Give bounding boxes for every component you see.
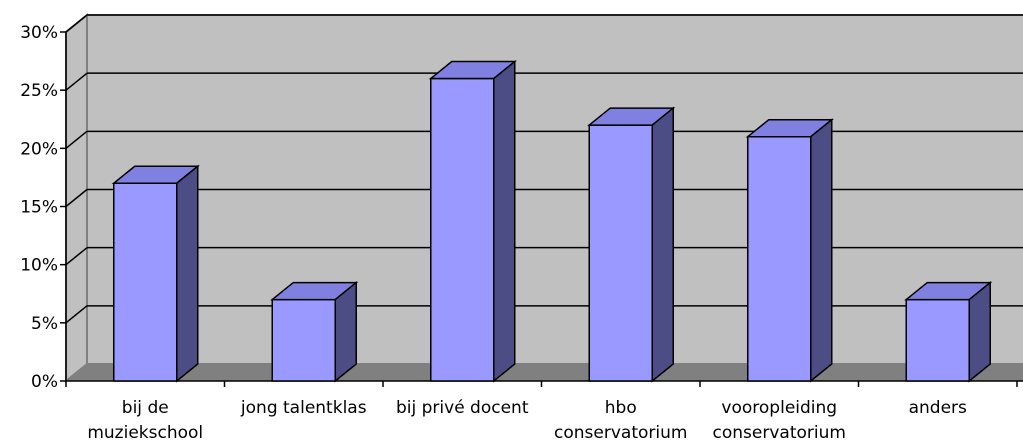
bar-side: [176, 164, 199, 383]
x-tick-label: vooropleiding conservatorium: [713, 398, 846, 443]
x-tick-label-line: conservatorium: [713, 423, 846, 443]
gridline-diagonal: [65, 188, 88, 208]
x-tick-label: bij de muziekschool: [87, 398, 203, 443]
bar-front: [430, 77, 495, 382]
y-tick-labels: 0% 5% 10% 15% 20% 25% 30%: [20, 23, 58, 392]
bar-front: [588, 124, 653, 382]
chart-floor: [64, 363, 1023, 382]
gridline-diagonal: [65, 14, 88, 33]
x-tick-labels: bij de muziekschool jong talentklas bij pri…: [87, 398, 967, 443]
y-tick-label: 10%: [20, 256, 58, 276]
y-tick-label: 25%: [20, 81, 58, 101]
bar-front: [905, 298, 970, 382]
bar-front: [271, 298, 336, 382]
bar-side: [651, 106, 674, 383]
gridline-diagonal: [65, 305, 88, 324]
x-tick-label-line: bij privé docent: [396, 398, 529, 418]
chart-back-wall: [65, 12, 1023, 384]
y-tick-label: 15%: [20, 198, 58, 218]
bars: [111, 59, 993, 383]
x-tick-label-line: hbo: [605, 398, 637, 418]
bar-side: [334, 280, 357, 383]
bar: [111, 164, 200, 383]
y-tick-label: 5%: [31, 314, 58, 334]
bar-front: [747, 135, 812, 382]
bar-front: [113, 182, 178, 382]
bar: [270, 280, 359, 383]
x-tick-label: jong talentklas: [240, 398, 367, 418]
x-tick-label-line: vooropleiding: [721, 398, 837, 418]
gridline-diagonal: [65, 72, 88, 91]
gridlines: [65, 14, 1023, 324]
bar: [904, 280, 993, 383]
bar: [428, 59, 517, 383]
y-tick-label: 20%: [20, 139, 58, 159]
bar: [745, 118, 834, 383]
x-tick-label: bij privé docent: [396, 398, 529, 418]
x-tick-label-line: jong talentklas: [240, 398, 367, 418]
bar-side: [493, 59, 516, 383]
x-tick-label-line: bij de: [122, 398, 169, 418]
y-tick-label: 30%: [20, 23, 58, 43]
axes: [60, 31, 1023, 387]
bar-side: [968, 280, 991, 383]
gridline-diagonal: [65, 130, 88, 149]
x-tick-label-line: muziekschool: [87, 423, 203, 443]
x-tick-label-line: anders: [909, 398, 967, 418]
x-tick-label: hbo conservatorium: [554, 398, 687, 443]
bar: [587, 106, 676, 383]
y-tick-label: 0%: [31, 372, 58, 392]
bar-side: [810, 118, 833, 383]
x-tick-label: anders: [909, 398, 967, 418]
gridline-diagonal: [65, 247, 88, 266]
floor: [64, 363, 1023, 382]
x-tick-label-line: conservatorium: [554, 423, 687, 443]
